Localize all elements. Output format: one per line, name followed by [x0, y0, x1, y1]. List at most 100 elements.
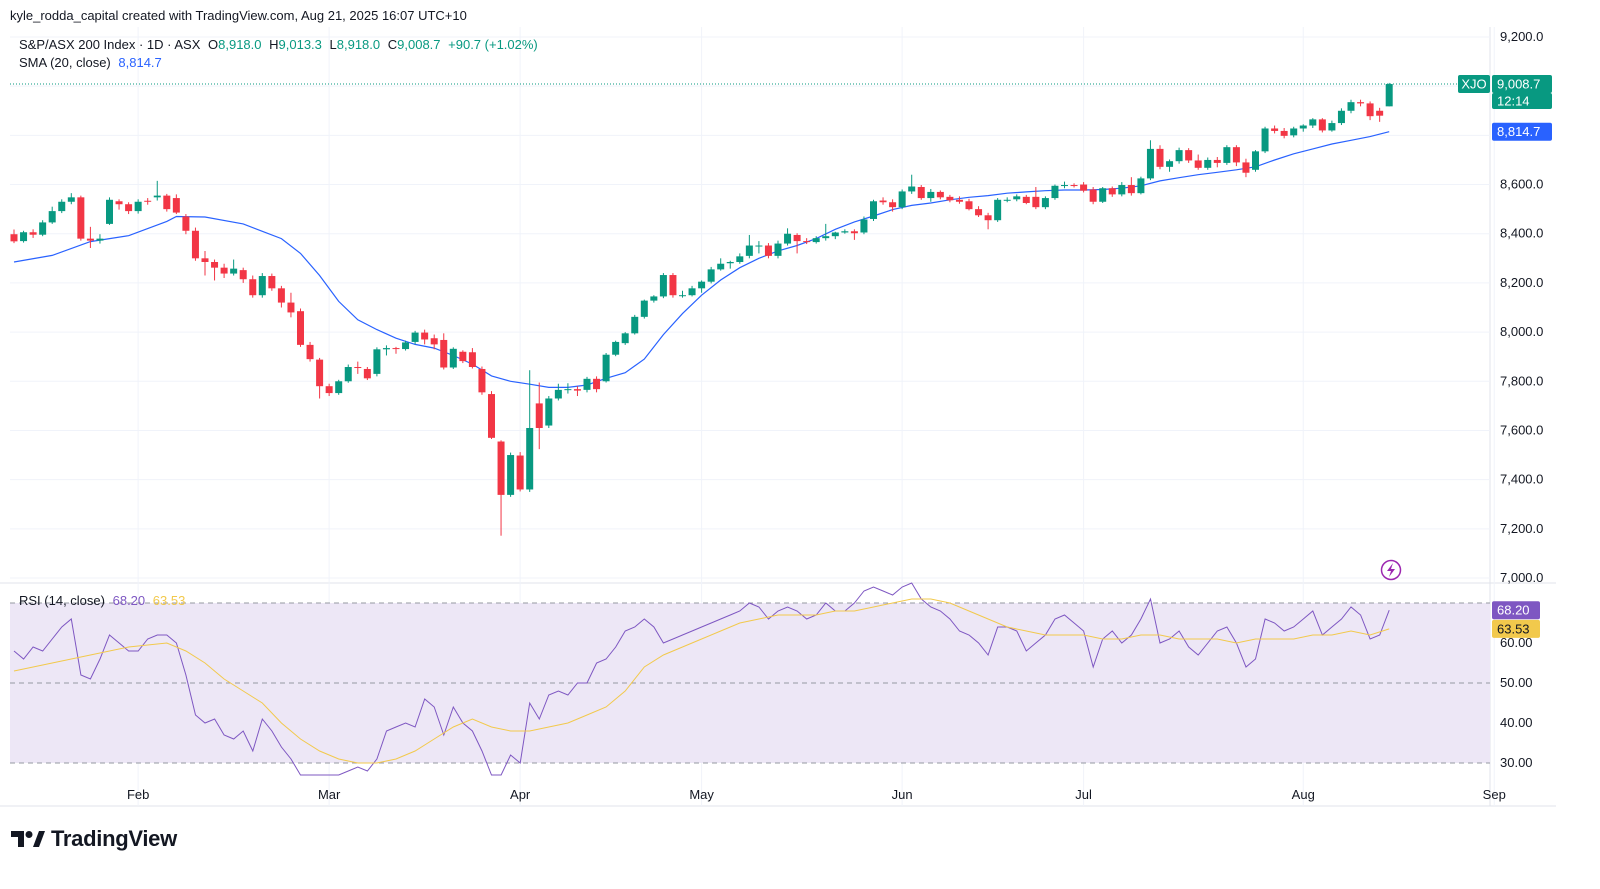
candle-body: [831, 232, 839, 237]
candle: [793, 233, 801, 254]
candle: [239, 267, 247, 283]
candle-body: [1232, 147, 1240, 163]
rsi-ma-value: 63.53: [152, 593, 186, 608]
candle: [946, 194, 954, 203]
candle-body: [316, 359, 324, 387]
rsi-lines: [13, 582, 1390, 776]
candle-body: [1194, 160, 1202, 168]
rsi-tick-label: 50.00: [1500, 675, 1533, 690]
symbol-label: S&P/ASX 200 Index · 1D · ASX: [19, 37, 201, 52]
countdown-tag-bg: [1492, 93, 1552, 110]
candle-body: [172, 198, 180, 213]
candle: [268, 273, 276, 291]
sma-line-path: [13, 131, 1390, 388]
candle: [640, 299, 648, 319]
candle-body: [67, 197, 75, 202]
candle: [258, 273, 266, 298]
candle-body: [1213, 159, 1221, 163]
candle-body: [526, 427, 534, 490]
candle-body: [297, 311, 304, 345]
candle: [1099, 187, 1107, 203]
candle: [870, 199, 877, 221]
price-tick-label: 9,200.0: [1500, 29, 1543, 44]
candle: [1137, 176, 1145, 195]
rsi-legend: RSI (14, close) 68.20 63.53: [19, 593, 185, 608]
candle-body: [812, 238, 820, 243]
candle: [354, 361, 362, 374]
candle: [573, 386, 581, 397]
candle: [1213, 157, 1221, 168]
candle-body: [640, 300, 648, 317]
last-price-tag: 9,008.7: [1497, 77, 1540, 92]
candle: [230, 259, 238, 276]
candle-body: [277, 288, 285, 303]
candle: [392, 346, 400, 354]
candle: [478, 366, 486, 395]
candle: [297, 308, 304, 347]
price-tick-label: 7,800.0: [1500, 373, 1543, 388]
candle-body: [1385, 84, 1393, 107]
candle: [134, 199, 142, 214]
candle-body: [29, 232, 37, 235]
candle: [707, 266, 715, 284]
candle-body: [497, 441, 505, 495]
candle-body: [249, 279, 257, 296]
sma-tag: 8,814.7: [1497, 124, 1540, 139]
candle-body: [1070, 185, 1078, 187]
candle: [984, 212, 992, 230]
time-tick-label: Mar: [318, 787, 341, 802]
price-tick-label: 7,400.0: [1500, 472, 1543, 487]
candle: [535, 382, 543, 450]
candle-body: [354, 367, 362, 369]
candle-body: [679, 295, 686, 297]
candle-body: [917, 187, 925, 199]
candle-body: [573, 389, 581, 391]
candle-body: [669, 275, 677, 296]
candle-body: [870, 201, 877, 219]
candle: [1185, 148, 1193, 163]
candle: [898, 189, 906, 210]
candle: [659, 273, 667, 299]
candle: [449, 347, 457, 369]
candle: [220, 263, 228, 278]
candle-body: [153, 195, 161, 198]
candle: [191, 227, 199, 261]
candle: [879, 197, 887, 205]
tradingview-logo[interactable]: TradingView: [11, 826, 177, 852]
candle: [1271, 125, 1279, 134]
candle: [77, 195, 85, 241]
candle-body: [965, 201, 973, 210]
low-label: L: [329, 37, 337, 52]
high-value: 9,013.3: [278, 37, 322, 52]
open-value: 8,918.0: [218, 37, 262, 52]
candle-body: [1080, 184, 1088, 191]
candle: [1328, 120, 1336, 132]
candle: [344, 364, 352, 383]
candle: [182, 214, 190, 235]
candle-body: [516, 455, 524, 490]
candle: [1261, 126, 1269, 154]
candle-body: [717, 263, 725, 270]
candle: [755, 241, 763, 254]
candle: [841, 229, 849, 234]
candle: [29, 229, 37, 238]
rsi-tick-label: 30.00: [1500, 755, 1533, 770]
candle: [363, 367, 371, 381]
candle-body: [1032, 196, 1040, 208]
candle-body: [879, 200, 887, 203]
candle-body: [306, 344, 314, 360]
candle: [1080, 182, 1088, 193]
candle: [1385, 82, 1393, 107]
candle-body: [96, 238, 104, 241]
candle-body: [1003, 199, 1011, 201]
candle-body: [344, 367, 352, 382]
candle: [1299, 124, 1307, 132]
high-label: H: [269, 37, 279, 52]
candle-body: [994, 199, 1002, 221]
candle: [736, 253, 744, 264]
candle-body: [1089, 189, 1097, 202]
candle: [1290, 126, 1298, 138]
candle: [153, 180, 161, 201]
candle: [889, 199, 897, 212]
